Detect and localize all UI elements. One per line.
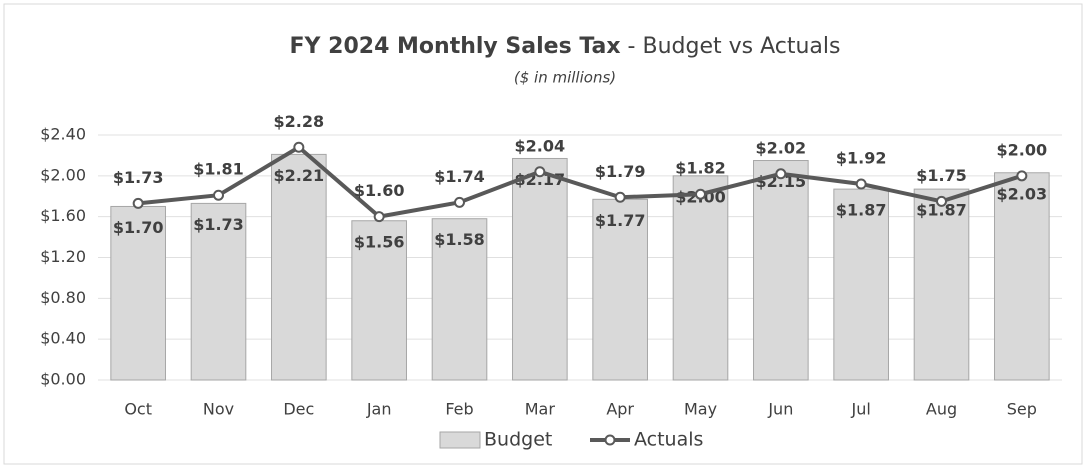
bar-value-label: $1.73 (193, 215, 244, 234)
bar (913, 188, 970, 381)
line-value-label: $1.79 (595, 162, 646, 181)
bar-value-label: $2.03 (997, 184, 1048, 203)
legend-marker (604, 434, 616, 446)
bar-value-label: $1.77 (595, 211, 646, 230)
line-marker (373, 211, 385, 223)
y-tick-label: $0.00 (40, 370, 86, 389)
y-tick-label: $0.40 (40, 329, 86, 348)
line-value-label: $1.82 (675, 159, 726, 178)
x-tick-label: Nov (203, 400, 234, 419)
bar (592, 198, 648, 381)
line-marker (855, 178, 867, 190)
bar (753, 160, 809, 381)
y-tick-label: $1.60 (40, 206, 86, 225)
line-marker (695, 188, 706, 200)
bar (110, 205, 166, 381)
line-marker (132, 197, 144, 209)
chart-title: FY 2024 Monthly Sales Tax - Budget vs Ac… (290, 34, 841, 59)
title-main: FY 2024 Monthly Sales Tax (290, 34, 621, 59)
line-value-label: $1.74 (434, 167, 485, 186)
line-value-label: $1.60 (354, 181, 405, 200)
x-tick-label: Oct (124, 400, 152, 419)
line-value-label: $1.92 (836, 149, 887, 168)
bar (833, 188, 889, 381)
x-tick-label: Sep (1007, 400, 1037, 419)
y-tick-label: $1.20 (40, 247, 86, 266)
bar (190, 202, 247, 381)
x-tick-label: May (684, 400, 717, 419)
line-marker (936, 195, 947, 207)
line-value-label: $2.04 (515, 136, 566, 155)
title-suffix: - Budget vs Actuals (621, 34, 841, 59)
line-marker (775, 168, 787, 180)
legend-swatch (439, 431, 481, 449)
x-tick-label: Jan (366, 400, 392, 419)
bar (672, 175, 729, 381)
bar (512, 157, 568, 381)
line-marker (534, 166, 546, 178)
line-value-label: $1.73 (113, 168, 164, 187)
line-value-label: $1.81 (193, 160, 244, 179)
x-tick-label: Feb (445, 400, 473, 419)
line-marker (293, 141, 305, 153)
line-marker (454, 196, 465, 208)
bar-value-label: $1.56 (354, 232, 405, 251)
line-marker (213, 189, 224, 201)
legend-label: Actuals (634, 429, 703, 451)
bar (994, 172, 1050, 381)
bar (431, 218, 488, 381)
y-tick-label: $0.80 (40, 288, 86, 307)
x-tick-label: Jul (851, 400, 871, 419)
x-tick-label: Apr (606, 400, 634, 419)
bar-value-label: $1.70 (113, 218, 164, 237)
bar (351, 220, 407, 381)
line-value-label: $1.75 (916, 166, 967, 185)
x-tick-label: Dec (283, 400, 314, 419)
bar-value-label: $2.21 (274, 166, 325, 185)
line (137, 144, 1023, 219)
bar-value-label: $1.58 (434, 230, 485, 249)
x-tick-label: Mar (525, 400, 556, 419)
line-marker (1016, 170, 1028, 182)
line-value-label: $2.02 (756, 138, 807, 157)
bar-value-label: $1.87 (836, 201, 887, 220)
y-tick-label: $2.00 (40, 165, 86, 184)
y-tick-label: $2.40 (40, 125, 86, 144)
x-tick-label: Aug (926, 400, 957, 419)
line-marker (614, 191, 626, 203)
line-value-label: $2.28 (274, 112, 325, 131)
x-tick-label: Jun (767, 400, 793, 419)
chart-subtitle: ($ in millions) (514, 69, 616, 87)
bar (271, 153, 327, 381)
bar-value-label: $1.87 (916, 201, 967, 220)
legend-label: Budget (484, 429, 552, 451)
line-value-label: $2.00 (997, 140, 1048, 159)
